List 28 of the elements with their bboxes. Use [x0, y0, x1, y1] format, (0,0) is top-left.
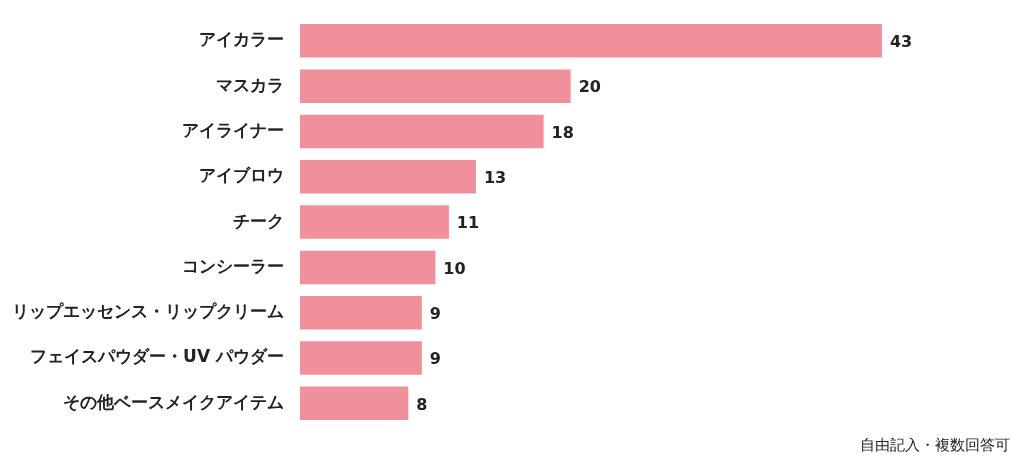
y-tick-label: リップエッセンス・リップクリーム: [12, 301, 284, 322]
y-tick-label: チーク: [233, 210, 284, 231]
data-label: 9: [429, 349, 441, 369]
data-label: 9: [429, 303, 441, 323]
data-label: 43: [889, 32, 913, 52]
data-label: 11: [456, 213, 480, 233]
bar: [300, 250, 436, 285]
bar: [300, 69, 571, 103]
y-tick-label: フェイスパウダー・UV パウダー: [30, 346, 284, 367]
y-tick-label: アイカラー: [199, 29, 284, 50]
bar: [300, 205, 449, 239]
bar: [300, 160, 476, 194]
y-tick-label: その他ベースメイクアイテム: [63, 391, 284, 412]
bar: [300, 341, 422, 375]
bar: [300, 24, 882, 58]
data-label: 10: [443, 258, 466, 278]
y-tick-label: アイライナー: [182, 119, 284, 140]
data-label: 8: [416, 394, 428, 414]
bar: [300, 295, 422, 330]
bar: [300, 386, 409, 421]
data-label: 18: [551, 122, 574, 142]
data-label: 13: [483, 167, 507, 187]
bar: [300, 114, 544, 149]
y-tick-label: コンシーラー: [182, 255, 284, 276]
y-tick-label: マスカラ: [216, 74, 284, 95]
text: 自由記入・複数回答可: [860, 436, 1010, 455]
data-label: 20: [578, 77, 601, 97]
y-tick-label: アイブロウ: [199, 165, 284, 186]
